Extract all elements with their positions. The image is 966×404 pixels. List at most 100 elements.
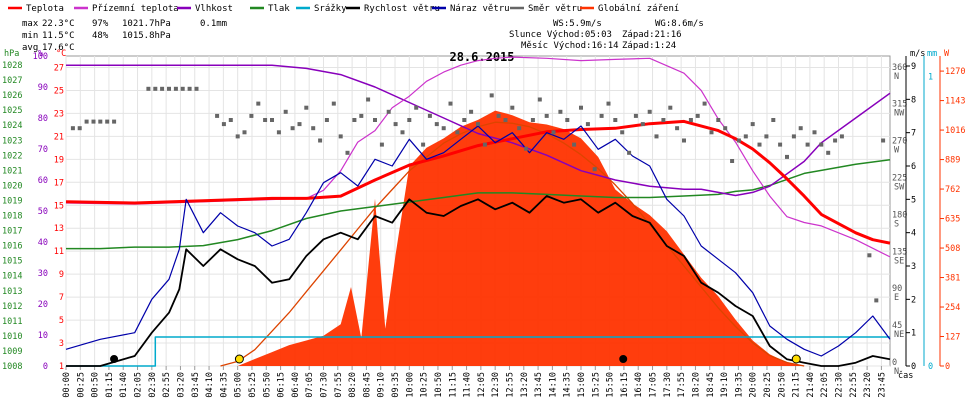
wind-direction-point <box>599 113 604 118</box>
wind-direction-point <box>524 146 529 151</box>
axis-title-ms: m/s <box>910 49 925 59</box>
temperature-line <box>65 119 891 245</box>
wind-direction-point <box>112 119 117 124</box>
wind-direction-point <box>819 142 824 147</box>
temp-tick-label: 5 <box>59 316 64 326</box>
wind-direction-point <box>613 118 618 122</box>
pressure-tick-label: 1013 <box>2 287 22 297</box>
direction-tick-label: 360 <box>892 63 907 73</box>
wind-direction-point <box>517 126 522 131</box>
temp-tick-label: 27 <box>54 63 64 73</box>
wind-direction-point <box>98 119 103 124</box>
pressure-tick-label: 1010 <box>2 332 22 342</box>
wind-direction-point <box>304 105 309 110</box>
wind-direction-point <box>331 101 336 106</box>
wind-tick-label: 7 <box>911 129 916 139</box>
wind-direction-point <box>510 105 515 110</box>
sunset-icon <box>791 354 801 364</box>
wind-direction-point <box>791 134 796 139</box>
x-tick-label: 15:00 <box>577 372 587 398</box>
wind-direction-point <box>668 105 673 110</box>
wind-direction-point <box>627 150 632 155</box>
x-tick-label: 22:05 <box>820 372 830 398</box>
x-tick-label: 00:50 <box>91 372 101 398</box>
x-tick-label: 05:50 <box>262 372 272 398</box>
wind-direction-point <box>675 126 680 131</box>
pressure-tick-label: 1023 <box>2 136 22 146</box>
x-tick-label: 22:55 <box>849 372 859 398</box>
pressure-tick-label: 1027 <box>2 76 22 86</box>
pressure-tick-label: 1011 <box>2 317 22 327</box>
pressure-tick-label: 1020 <box>2 181 22 191</box>
temp-tick-label: 15 <box>54 201 64 211</box>
direction-tick-label: 315 <box>892 100 907 110</box>
x-tick-label: 12:05 <box>477 372 487 398</box>
pressure-tick-label: 1009 <box>2 347 22 357</box>
wind-direction-point <box>620 130 625 135</box>
x-tick-label: 09:35 <box>391 372 401 398</box>
x-tick-label: 02:05 <box>134 372 144 398</box>
legend: Teplota Přízemní teplota Vlhkost Tlak Srážky… <box>8 4 679 14</box>
axis-titles: hPa % °C m/s mm W čas <box>4 49 950 381</box>
wind-direction-point <box>228 118 233 122</box>
ground-temperature-line <box>65 56 891 258</box>
direction-tick-name: S <box>894 219 899 229</box>
wind-direction-point <box>558 109 563 114</box>
wind-direction-point <box>572 142 577 147</box>
direction-tick-name: W <box>894 146 900 156</box>
direction-tick-name: SW <box>894 182 905 192</box>
wind-direction-point <box>297 122 302 127</box>
wind-direction-point <box>709 130 714 135</box>
x-tick-label: 05:00 <box>234 372 244 398</box>
direction-tick-label: 0 <box>892 358 897 368</box>
stat-max-label: max <box>22 19 39 29</box>
x-tick-label: 11:15 <box>448 372 458 398</box>
pressure-tick-label: 1012 <box>2 302 22 312</box>
info-sun-rise: Slunce Východ:05:03 <box>509 30 612 40</box>
direction-tick-name: SE <box>894 256 904 266</box>
wind-direction-point <box>874 298 879 303</box>
wind-direction-point <box>469 109 474 114</box>
wind-direction-point <box>434 122 439 127</box>
wind-direction-point <box>270 118 274 122</box>
x-tick-label: 07:05 <box>305 372 315 398</box>
wind-direction-point <box>407 118 412 122</box>
wind-direction-point <box>359 113 364 118</box>
radiation-tick-label: 1143 <box>945 97 965 107</box>
stats-panel: max 22.3°C 97% 1021.7hPa 0.1mm min 11.5°… <box>22 19 227 53</box>
radiation-area <box>66 110 890 366</box>
wind-direction-point <box>785 154 789 159</box>
pressure-tick-label: 1019 <box>2 196 22 206</box>
wind-direction-point <box>606 101 611 106</box>
temp-tick-label: 21 <box>54 132 64 142</box>
stat-min-label: min <box>22 31 38 41</box>
x-tick-label: 04:10 <box>205 372 215 398</box>
series <box>65 56 891 367</box>
x-tick-label: 01:15 <box>105 372 115 398</box>
wind-speed-line <box>66 195 891 367</box>
wind-direction-point <box>551 130 556 135</box>
wind-direction-point <box>764 134 769 139</box>
wind-direction-point <box>544 113 549 118</box>
wind-direction-point <box>833 138 838 143</box>
wind-direction-point <box>283 109 288 114</box>
pressure-tick-label: 1025 <box>2 106 22 116</box>
wind-direction-point <box>476 122 480 127</box>
x-tick-label: 22:30 <box>835 372 845 398</box>
x-tick-label: 21:40 <box>806 372 816 398</box>
wind-direction-point <box>805 142 810 147</box>
direction-tick-label: 45 <box>892 321 902 331</box>
wind-direction-point <box>338 134 343 139</box>
legend-label: Teplota <box>26 4 64 14</box>
stat-min-temp: 11.5°C <box>42 31 75 41</box>
x-tick-label: 08:45 <box>362 372 372 398</box>
pressure-tick-label: 1016 <box>2 242 22 252</box>
wind-direction-point <box>263 118 268 122</box>
x-tick-label: 06:40 <box>291 372 301 398</box>
wind-direction-point <box>455 130 460 135</box>
x-tick-label: 00:00 <box>62 372 72 398</box>
info-wind-gust: WG:8.6m/s <box>655 19 704 29</box>
wind-direction-point <box>579 105 583 110</box>
axis-title-hpa: hPa <box>4 49 19 59</box>
